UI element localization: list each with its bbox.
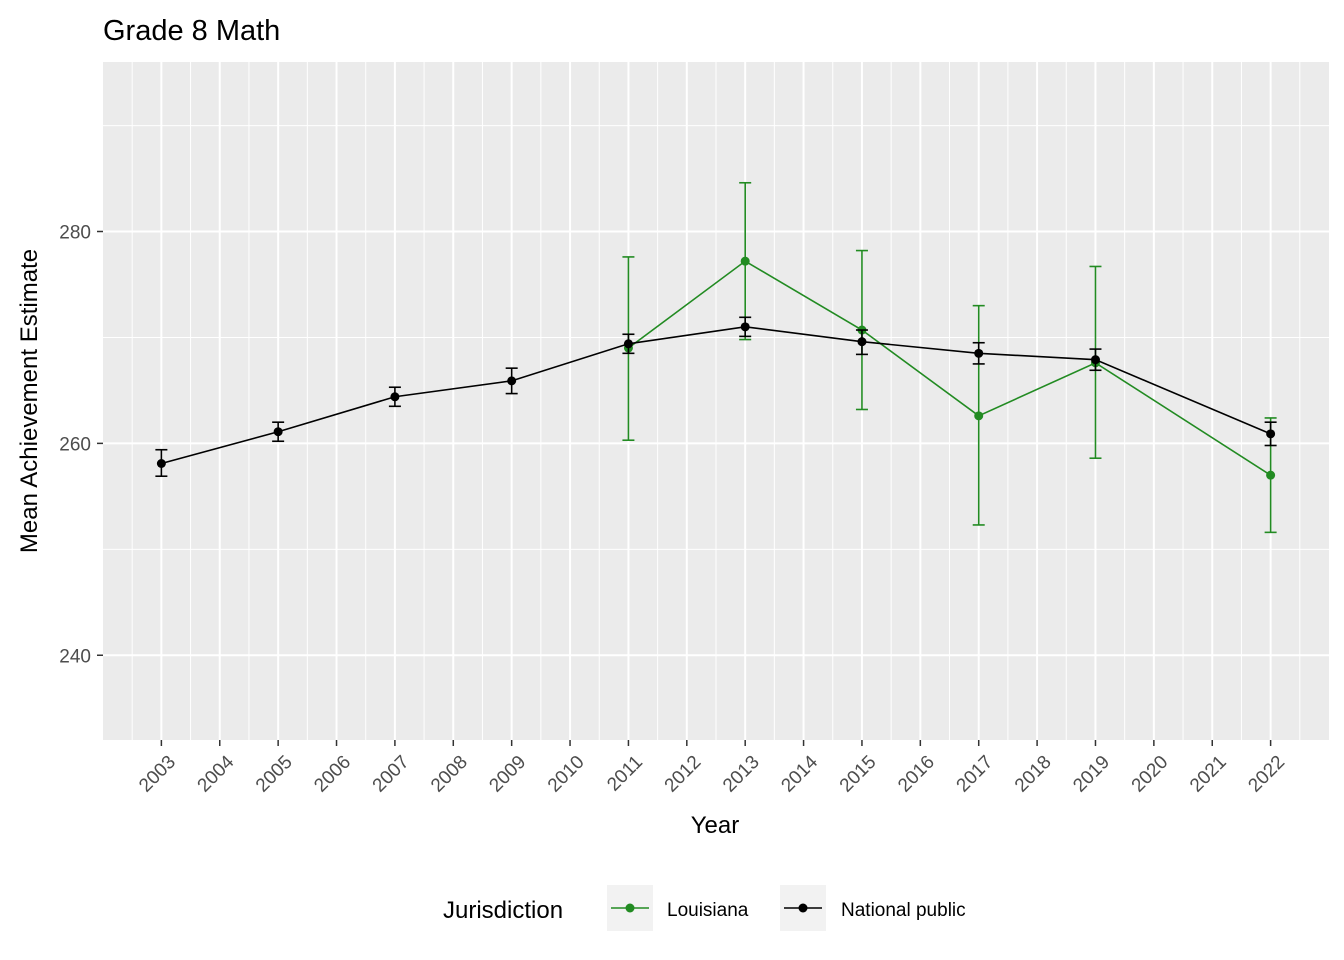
x-tick-label: 2008 [427, 752, 472, 797]
series-line [627, 260, 1272, 476]
legend-label: Louisiana [667, 900, 749, 921]
series-national-public [155, 316, 1277, 478]
major-gridlines [103, 62, 1329, 740]
legend-key-point [798, 903, 808, 913]
x-tick-label: 2014 [777, 751, 822, 796]
data-point [156, 459, 166, 469]
data-point [857, 337, 867, 347]
x-tick-label: 2016 [894, 752, 939, 797]
y-tick-label: 240 [59, 646, 91, 667]
x-tick-label: 2017 [953, 752, 998, 797]
x-tick-label: 2012 [661, 752, 706, 797]
x-tick-label: 2020 [1128, 752, 1173, 797]
x-tick-label: 2011 [603, 752, 647, 796]
x-tick-label: 2004 [194, 751, 239, 796]
data-point [623, 339, 633, 349]
y-tick-label: 260 [59, 434, 91, 455]
x-axis-title: Year [691, 812, 740, 839]
x-tick-label: 2015 [836, 752, 881, 797]
x-tick-label: 2007 [369, 752, 414, 797]
data-point [740, 256, 750, 266]
legend: Jurisdiction Louisiana National public [443, 885, 966, 931]
data-point [1266, 429, 1276, 439]
data-point [974, 411, 984, 421]
data-point [1090, 355, 1100, 365]
series-line [161, 326, 1271, 465]
legend-label: National public [841, 900, 966, 921]
x-tick-label: 2006 [310, 752, 355, 797]
series-layer [155, 181, 1277, 534]
x-tick-label: 2022 [1244, 752, 1289, 797]
y-axis: 240 260 280 [59, 223, 103, 667]
x-tick-label: 2018 [1011, 752, 1056, 797]
x-tick-label: 2003 [135, 752, 180, 797]
y-tick-label: 280 [59, 223, 91, 244]
x-tick-label: 2019 [1069, 752, 1114, 797]
y-axis-title: Mean Achievement Estimate [16, 249, 43, 553]
data-point [1266, 470, 1276, 480]
x-tick-label: 2010 [544, 752, 589, 797]
x-axis: 2003 2004 2005 2006 2007 2008 2009 2010 2011 2012… [135, 740, 1289, 796]
x-tick-label: 2005 [252, 752, 297, 797]
data-point [273, 427, 283, 437]
data-point [390, 392, 400, 402]
x-tick-label: 2021 [1186, 752, 1231, 797]
data-point [974, 348, 984, 358]
data-point [507, 376, 517, 386]
data-point [740, 322, 750, 332]
minor-gridlines [103, 62, 1329, 740]
x-tick-label: 2009 [486, 752, 531, 797]
legend-key-point [625, 903, 635, 913]
chart-title: Grade 8 Math [103, 15, 280, 47]
x-tick-label: 2013 [719, 752, 764, 797]
legend-title: Jurisdiction [443, 897, 563, 924]
